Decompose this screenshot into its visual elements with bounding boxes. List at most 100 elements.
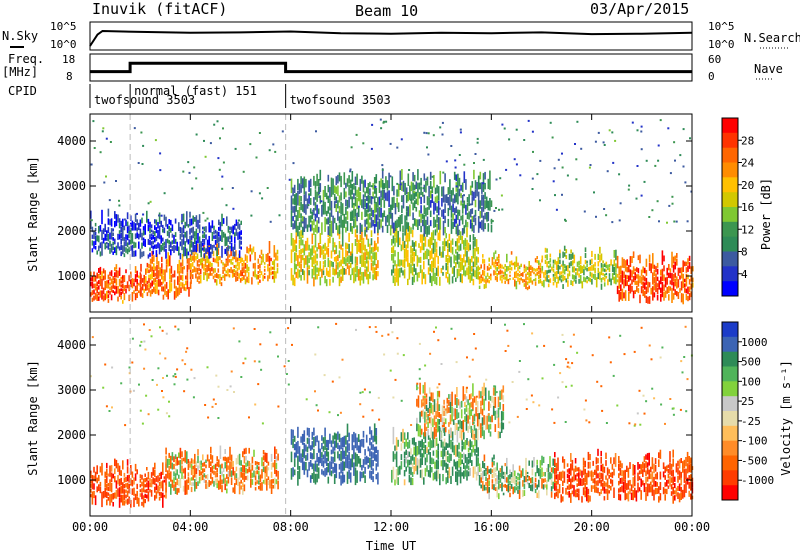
rti-cell (547, 269, 550, 274)
rti-cell (432, 439, 435, 448)
rti-cell (611, 471, 614, 479)
rti-cell (680, 492, 682, 500)
rti-cell (603, 496, 606, 501)
rti-cell (459, 243, 462, 251)
rti-cell (179, 226, 182, 234)
rti-cell (224, 238, 226, 247)
rti-cell (496, 261, 498, 267)
rti-cell (559, 271, 561, 276)
rti-scatter-cell (627, 188, 630, 191)
rti-cell (150, 489, 153, 497)
rti-cell (475, 266, 478, 280)
rti-cell (452, 187, 454, 196)
rti-cell (176, 469, 178, 476)
rti-cell (301, 239, 304, 246)
rti-scatter-cell (278, 214, 281, 217)
rti-cell (170, 219, 172, 226)
rti-cell (655, 273, 657, 283)
rti-cell (333, 268, 336, 276)
rti-cell (473, 225, 475, 233)
rti-cell (303, 442, 306, 459)
rti-cell (578, 472, 580, 479)
rti-cell (453, 459, 455, 467)
rti-scatter-cell (538, 404, 541, 407)
rti-cell (455, 192, 458, 203)
rti-cell (144, 478, 146, 483)
rti-cell (301, 433, 304, 445)
rti-cell (365, 226, 368, 233)
rti-cell (293, 452, 296, 459)
rti-cell (385, 176, 387, 188)
rti-cell (680, 293, 683, 303)
rti-scatter-cell (161, 329, 164, 332)
rti-cell (550, 473, 553, 479)
rti-cell (636, 280, 638, 286)
rti-cell (99, 466, 102, 473)
rti-cell (464, 260, 467, 267)
rti-cell (454, 394, 457, 405)
rti-cell (144, 499, 146, 504)
rti-cell (525, 273, 527, 281)
rti-cell (211, 263, 213, 267)
rti-cell (378, 196, 381, 206)
rti-cell (130, 271, 132, 278)
rti-cell (170, 265, 173, 274)
rti-cell (671, 288, 673, 303)
rti-cell (690, 463, 692, 473)
rti-cell (559, 249, 561, 254)
rti-cell (240, 467, 242, 472)
rti-cell (565, 249, 568, 254)
rti-cell (308, 180, 310, 192)
rti-cell (544, 484, 546, 488)
rti-cell (332, 446, 334, 454)
rti-cell (369, 243, 371, 250)
rti-cell (518, 465, 521, 472)
rti-scatter-cell (616, 404, 619, 407)
rti-scatter-cell (150, 335, 153, 338)
rti-cell (600, 489, 602, 495)
rti-cell (591, 258, 593, 264)
rti-cell (239, 256, 242, 264)
rti-cell (402, 428, 404, 444)
rti-cell (117, 463, 119, 472)
rti-cell (578, 479, 580, 486)
rti-cell (114, 458, 116, 467)
rti-cell (401, 182, 403, 191)
rti-cell (99, 242, 102, 249)
rti-cell (204, 267, 207, 276)
rti-cell (233, 269, 236, 273)
rti-cell (311, 431, 314, 440)
rti-cell (375, 201, 378, 213)
rti-cell (622, 481, 625, 493)
rti-cell (571, 490, 574, 495)
rti-cell (91, 475, 94, 490)
rti-cell (592, 478, 594, 484)
rti-cell (187, 251, 190, 256)
rti-cell (473, 434, 476, 441)
rti-cell (215, 243, 218, 249)
rti-cell (186, 272, 189, 281)
rti-cell (93, 241, 95, 249)
rti-cell (346, 250, 349, 256)
rti-scatter-cell (640, 125, 643, 128)
rti-cell (244, 262, 247, 269)
rti-cell (608, 267, 611, 273)
rti-cell (499, 472, 502, 478)
rti-cell (321, 452, 323, 458)
rti-cell (180, 287, 182, 293)
rti-cell (571, 266, 574, 273)
rti-cell (397, 183, 400, 197)
rti-cell (506, 466, 508, 475)
rti-cell (94, 231, 97, 236)
rti-cell (292, 206, 294, 213)
rti-scatter-cell (661, 346, 664, 349)
rti-cell (209, 267, 212, 276)
rti-cell (642, 281, 644, 289)
rti-cell (274, 446, 276, 460)
rti-cell (356, 197, 358, 210)
rti-cell (171, 479, 174, 488)
rti-cell (419, 382, 421, 395)
rti-cell (419, 256, 422, 263)
rti-cell (343, 187, 346, 200)
